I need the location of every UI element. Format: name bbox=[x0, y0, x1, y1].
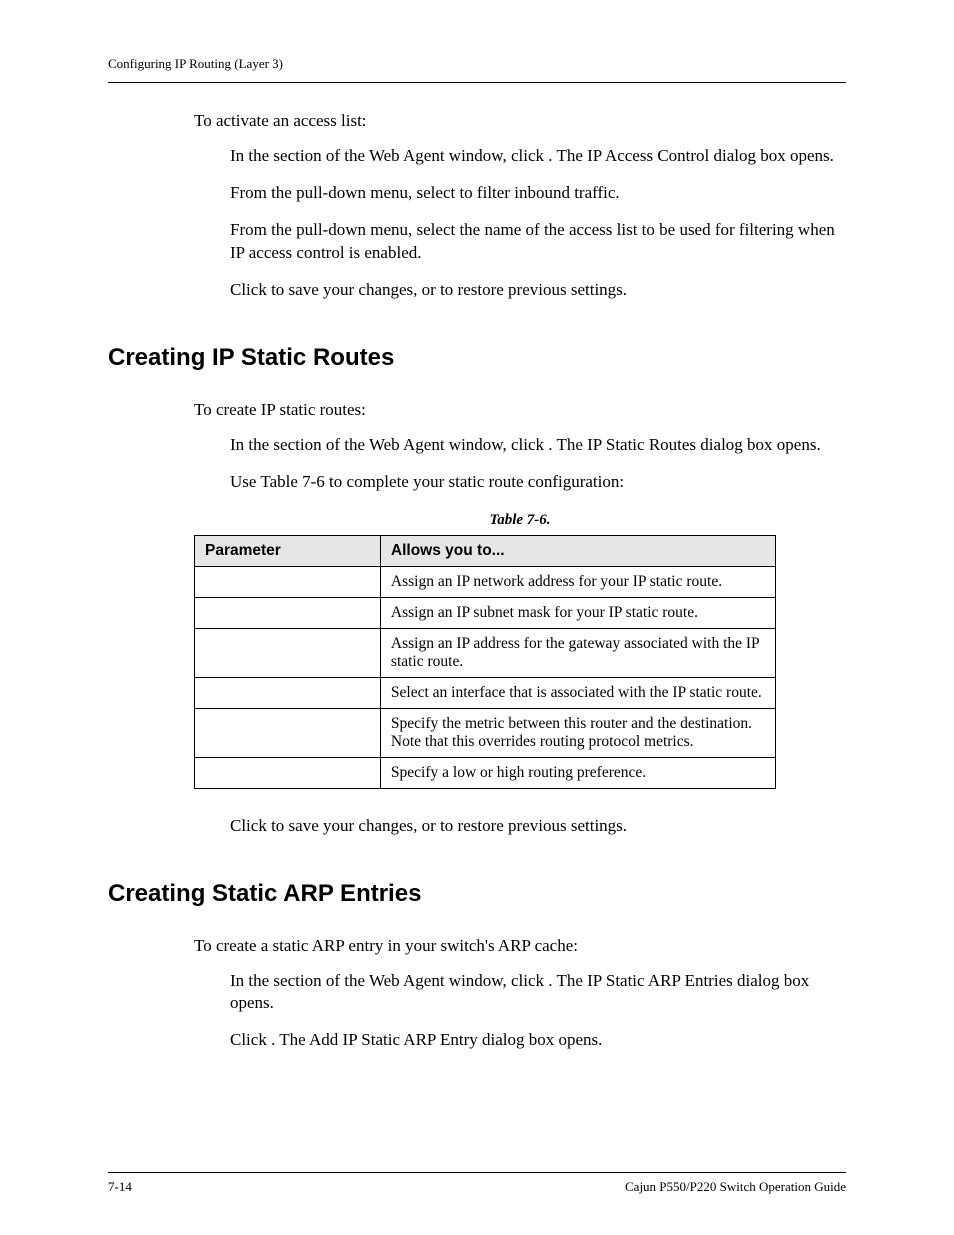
table-row: Specify the metric between this router a… bbox=[195, 708, 776, 757]
table-cell: Assign an IP network address for your IP… bbox=[380, 566, 775, 597]
heading-static-routes: Creating IP Static Routes bbox=[108, 344, 846, 372]
table-cell bbox=[195, 628, 381, 677]
heading-static-arp: Creating Static ARP Entries bbox=[108, 880, 846, 908]
step-item: From the pull-down menu, select the name… bbox=[230, 219, 846, 265]
step-item: From the pull-down menu, select to filte… bbox=[230, 182, 846, 205]
table-row: Assign an IP address for the gateway ass… bbox=[195, 628, 776, 677]
table-row: Select an interface that is associated w… bbox=[195, 677, 776, 708]
step-item: In the section of the Web Agent window, … bbox=[230, 145, 846, 168]
step-item: In the section of the Web Agent window, … bbox=[230, 434, 846, 457]
table-header-row: Parameter Allows you to... bbox=[195, 535, 776, 566]
table-row: Specify a low or high routing preference… bbox=[195, 757, 776, 788]
table-cell bbox=[195, 597, 381, 628]
page-container: Configuring IP Routing (Layer 3) To acti… bbox=[0, 0, 954, 1235]
table-cell: Assign an IP address for the gateway ass… bbox=[380, 628, 775, 677]
table-row: Assign an IP network address for your IP… bbox=[195, 566, 776, 597]
table-cell: Select an interface that is associated w… bbox=[380, 677, 775, 708]
table-row: Assign an IP subnet mask for your IP sta… bbox=[195, 597, 776, 628]
intro-text: To create a static ARP entry in your swi… bbox=[194, 936, 846, 956]
step-item: In the section of the Web Agent window, … bbox=[230, 970, 846, 1016]
steps-list: Click to save your changes, or to restor… bbox=[230, 815, 846, 838]
step-item: Click to save your changes, or to restor… bbox=[230, 815, 846, 838]
intro-text: To create IP static routes: bbox=[194, 400, 846, 420]
step-item: Use Table 7-6 to complete your static ro… bbox=[230, 471, 846, 494]
page-footer: 7-14 Cajun P550/P220 Switch Operation Gu… bbox=[108, 1172, 846, 1195]
doc-title: Cajun P550/P220 Switch Operation Guide bbox=[625, 1179, 846, 1195]
section-static-routes: To create IP static routes: In the secti… bbox=[194, 400, 846, 838]
table-header-cell: Allows you to... bbox=[380, 535, 775, 566]
steps-list: In the section of the Web Agent window, … bbox=[230, 970, 846, 1053]
footer-rule bbox=[108, 1172, 846, 1173]
steps-list: In the section of the Web Agent window, … bbox=[230, 145, 846, 302]
table-cell: Specify the metric between this router a… bbox=[380, 708, 775, 757]
parameters-table: Parameter Allows you to... Assign an IP … bbox=[194, 535, 776, 789]
section-activate-access-list: To activate an access list: In the secti… bbox=[194, 111, 846, 302]
page-number: 7-14 bbox=[108, 1179, 132, 1195]
table-header-cell: Parameter bbox=[195, 535, 381, 566]
step-item: Click . The Add IP Static ARP Entry dial… bbox=[230, 1029, 846, 1052]
table-cell bbox=[195, 708, 381, 757]
table-cell: Assign an IP subnet mask for your IP sta… bbox=[380, 597, 775, 628]
steps-list: In the section of the Web Agent window, … bbox=[230, 434, 846, 494]
header-rule bbox=[108, 82, 846, 83]
table-cell bbox=[195, 566, 381, 597]
section-static-arp: To create a static ARP entry in your swi… bbox=[194, 936, 846, 1053]
table-cell: Specify a low or high routing preference… bbox=[380, 757, 775, 788]
table-cell bbox=[195, 757, 381, 788]
table-caption: Table 7-6. bbox=[194, 512, 846, 529]
running-head: Configuring IP Routing (Layer 3) bbox=[108, 56, 846, 72]
intro-text: To activate an access list: bbox=[194, 111, 846, 131]
step-item: Click to save your changes, or to restor… bbox=[230, 279, 846, 302]
table-cell bbox=[195, 677, 381, 708]
